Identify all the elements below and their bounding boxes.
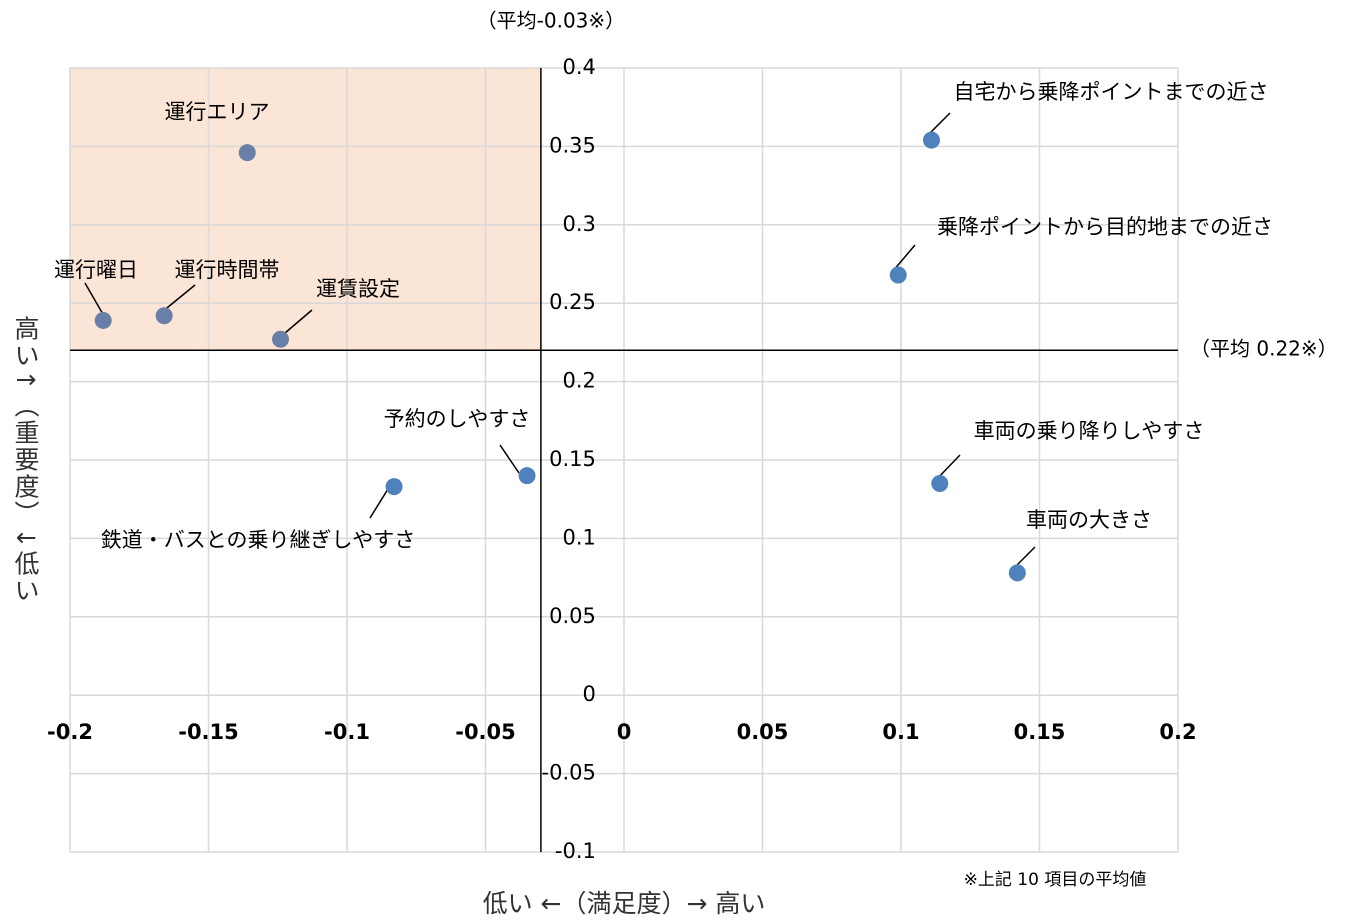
y-tick-label: 0.3 — [562, 212, 595, 236]
x-tick-label: 0.2 — [1159, 720, 1196, 744]
point-label: 運賃設定 — [316, 277, 400, 301]
x-tick-label: -0.2 — [47, 720, 93, 744]
point-label: 車両の大きさ — [1026, 508, 1152, 532]
point — [518, 467, 536, 485]
point — [931, 475, 949, 493]
y-tick-label: 0 — [583, 682, 596, 706]
x-tick-label: -0.05 — [455, 720, 516, 744]
point-label: 運行曜日 — [54, 258, 138, 282]
point — [272, 330, 290, 348]
point-label: 運行時間帯 — [175, 258, 280, 282]
point — [238, 144, 256, 162]
y-tick-label: 0.15 — [549, 447, 596, 471]
y-tick-label: -0.1 — [555, 839, 596, 863]
y-tick-label: 0.05 — [549, 604, 596, 628]
y-axis-title: 高い↑（重要度）↓低い — [11, 316, 40, 605]
x-tick-label: -0.1 — [324, 720, 370, 744]
point-label: 予約のしやすさ — [384, 407, 531, 431]
point-label: 自宅から乗降ポイントまでの近さ — [954, 80, 1269, 104]
leader-line — [84, 282, 105, 317]
y-tick-label: 0.25 — [549, 290, 596, 314]
y-tick-label: 0.1 — [562, 525, 595, 549]
x-tick-label: 0.05 — [737, 720, 789, 744]
footnote: ※上記 10 項目の平均値 — [964, 870, 1147, 890]
y-tick-label: 0.2 — [562, 369, 595, 393]
point-label: 鉄道・バスとの乗り継ぎしやすさ — [101, 528, 416, 552]
leader-line — [499, 444, 520, 474]
point — [1008, 564, 1026, 582]
highlight-quadrant — [69, 67, 542, 351]
y-tick-label: -0.05 — [542, 761, 596, 785]
avg-y-label: （平均 0.22※） — [1190, 337, 1338, 361]
point — [155, 307, 173, 325]
x-tick-label: 0 — [617, 720, 632, 744]
x-tick-label: 0.1 — [882, 720, 919, 744]
point-label: 乗降ポイントから目的地までの近さ — [937, 215, 1273, 239]
x-tick-label: 0.15 — [1014, 720, 1066, 744]
x-axis-title: 低い ←（満足度）→ 高い — [483, 889, 766, 918]
point — [385, 478, 403, 496]
leader-line — [161, 284, 196, 313]
point-label: 車両の乗り降りしやすさ — [974, 419, 1205, 443]
point — [922, 131, 940, 149]
point-label: 運行エリア — [165, 100, 270, 124]
point — [94, 311, 112, 329]
leader-line — [369, 488, 389, 519]
point — [889, 266, 907, 284]
y-tick-label: 0.4 — [562, 55, 595, 79]
x-tick-label: -0.15 — [178, 720, 239, 744]
avg-x-label: （平均-0.03※） — [477, 9, 626, 33]
y-tick-label: 0.35 — [549, 133, 596, 157]
